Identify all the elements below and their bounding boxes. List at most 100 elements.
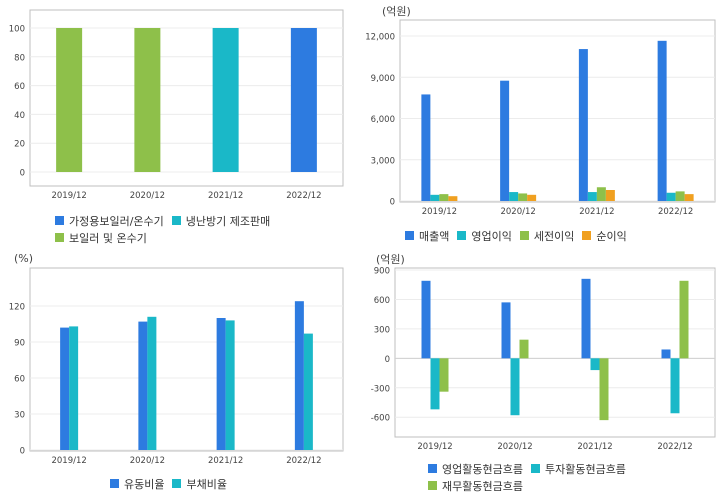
bar bbox=[500, 80, 510, 201]
y-tick-label: 0 bbox=[390, 198, 395, 208]
bar bbox=[69, 326, 79, 450]
legend-label: 순이익 bbox=[596, 229, 627, 243]
bar bbox=[294, 301, 304, 450]
legend-swatch bbox=[55, 233, 64, 242]
legend-swatch bbox=[530, 464, 540, 473]
plot-frame bbox=[399, 19, 716, 203]
y-tick-label: 600 bbox=[374, 296, 390, 306]
y-tick-label: 900 bbox=[374, 267, 390, 277]
bar bbox=[509, 192, 519, 201]
bar bbox=[596, 187, 606, 201]
bar bbox=[510, 358, 520, 416]
bar bbox=[421, 280, 431, 359]
x-tick-label: 2019/12 bbox=[51, 456, 86, 466]
bar bbox=[134, 28, 161, 172]
legend-swatch bbox=[457, 231, 467, 240]
x-tick-label: 2020/12 bbox=[500, 207, 535, 217]
legend-item: 순이익 bbox=[582, 227, 627, 244]
bar bbox=[421, 94, 431, 201]
unit-label: (%) bbox=[14, 252, 34, 265]
legend-label: 영업활동현금흐름 bbox=[442, 462, 523, 476]
bar bbox=[290, 28, 317, 172]
y-tick-label: 60 bbox=[14, 82, 25, 92]
legend-label: 투자활동현금흐름 bbox=[544, 462, 626, 476]
legend: 매출액 영업이익 세전이익 순이익 bbox=[405, 227, 715, 244]
y-tick-label: 120 bbox=[9, 303, 25, 313]
bar bbox=[587, 192, 597, 201]
x-tick-label: 2020/12 bbox=[497, 442, 532, 452]
bar bbox=[661, 349, 671, 359]
bar bbox=[212, 28, 239, 172]
y-tick-label: 30 bbox=[14, 411, 25, 421]
bar bbox=[147, 316, 157, 450]
y-tick-label: 90 bbox=[14, 339, 25, 349]
legend-swatch bbox=[55, 216, 64, 225]
x-tick-label: 2022/12 bbox=[657, 442, 692, 452]
legend-swatch bbox=[171, 216, 181, 225]
x-tick-label: 2020/12 bbox=[130, 456, 165, 466]
chart-income-statement: (억원) 0 3,000 6,000 9,000 12,000 2019/12 2020/1… bbox=[360, 0, 720, 248]
chart-svg: 0 30 60 90 120 2019/12 2020/12 2021/12 2022/12 bbox=[9, 267, 344, 466]
bar bbox=[60, 327, 70, 450]
y-tick-label: 40 bbox=[14, 111, 25, 121]
bar bbox=[56, 28, 83, 172]
y-tick-label: 0 bbox=[20, 447, 25, 457]
plot-frame bbox=[29, 267, 344, 452]
x-tick-label: 2021/12 bbox=[208, 456, 243, 466]
x-tick-label: 2021/12 bbox=[579, 207, 614, 217]
bar bbox=[439, 194, 449, 201]
chart-svg: 0 20 40 60 80 100 2019/12 2020/12 2021/12 2022/12 bbox=[9, 9, 344, 201]
bar bbox=[430, 358, 440, 410]
chart-segment-composition: 0 20 40 60 80 100 2019/12 2020/12 2021/12 2022/12… bbox=[0, 0, 360, 248]
chart-svg: -600 -300 0 300 600 900 2019/12 2020/12 2021/12 2… bbox=[371, 267, 716, 452]
legend-item: 재무활동현금흐름 bbox=[428, 477, 523, 494]
bar bbox=[666, 192, 676, 201]
y-tick-label: -300 bbox=[371, 384, 390, 394]
unit-label: (억원) bbox=[376, 253, 405, 266]
legend-label: 가정용보일러/온수기 bbox=[69, 214, 164, 228]
legend-label: 재무활동현금흐름 bbox=[442, 479, 523, 493]
y-tick-label: 0 bbox=[20, 169, 25, 179]
y-tick-label: 300 bbox=[374, 325, 390, 335]
x-tick-label: 2022/12 bbox=[286, 191, 321, 201]
legend-item: 유동비율 bbox=[110, 475, 164, 492]
chart-cash-flow: (억원) -600 -300 0 300 600 900 2019/12 2020/12 202… bbox=[360, 248, 720, 496]
x-tick-label: 2019/12 bbox=[417, 442, 452, 452]
bar bbox=[448, 196, 458, 201]
bar bbox=[599, 358, 609, 421]
unit-label: (억원) bbox=[382, 5, 411, 18]
chart-financial-ratios: (%) 0 30 60 90 120 2019/12 2020/12 2021/12 2022/… bbox=[0, 248, 360, 496]
bar bbox=[138, 321, 148, 450]
y-tick-label: 20 bbox=[14, 140, 25, 150]
legend-item: 세전이익 bbox=[519, 227, 575, 244]
bar bbox=[590, 358, 600, 371]
legend-swatch bbox=[582, 231, 592, 240]
y-tick-label: 0 bbox=[385, 355, 390, 365]
bar bbox=[670, 358, 680, 414]
x-tick-label: 2019/12 bbox=[422, 207, 457, 217]
x-tick-label: 2020/12 bbox=[130, 191, 165, 201]
bar bbox=[527, 194, 537, 201]
legend-label: 유동비율 bbox=[124, 477, 165, 491]
bar bbox=[430, 194, 440, 201]
chart-svg: 0 3,000 6,000 9,000 12,000 2019/12 2020/12 2021… bbox=[365, 19, 716, 217]
legend-item: 영업이익 bbox=[457, 227, 512, 244]
legend: 유동비율 부채비율 bbox=[110, 475, 350, 492]
bar bbox=[684, 194, 694, 201]
legend-item: 냉난방기 제조판매 bbox=[171, 212, 270, 229]
bar bbox=[225, 320, 235, 450]
x-tick-label: 2022/12 bbox=[658, 207, 693, 217]
legend-item: 보일러 및 온수기 bbox=[55, 229, 147, 246]
legend-label: 보일러 및 온수기 bbox=[69, 231, 147, 245]
bar bbox=[657, 40, 667, 201]
x-tick-label: 2022/12 bbox=[286, 456, 321, 466]
bar bbox=[501, 302, 511, 359]
bar bbox=[578, 49, 588, 201]
y-tick-label: 9,000 bbox=[371, 74, 395, 84]
legend-item: 부채비율 bbox=[172, 475, 227, 492]
y-tick-label: 100 bbox=[9, 25, 25, 35]
legend-item: 매출액 bbox=[405, 227, 449, 244]
legend-label: 세전이익 bbox=[533, 229, 575, 243]
bar bbox=[675, 191, 685, 201]
